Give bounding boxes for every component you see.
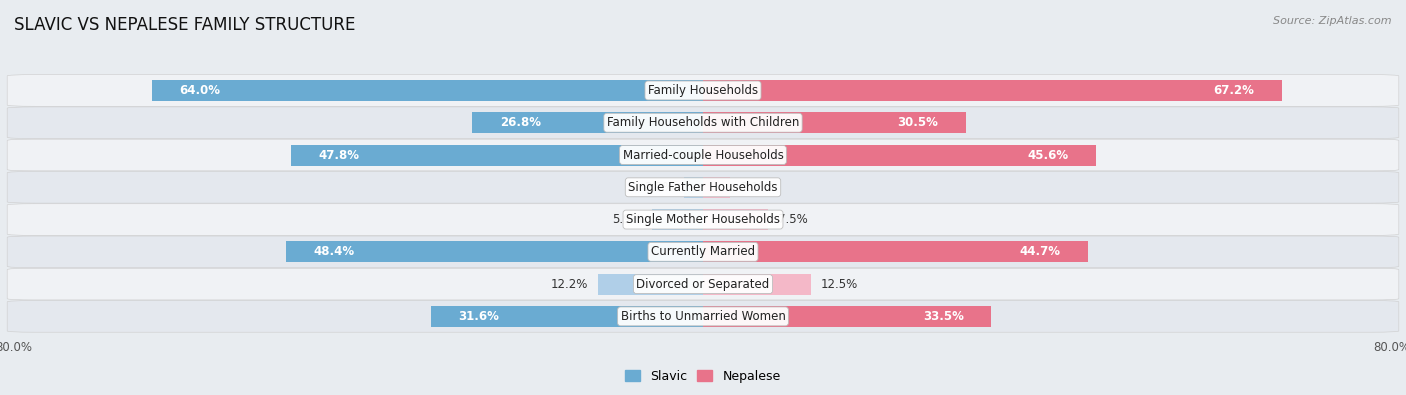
Text: Family Households: Family Households [648,84,758,97]
Bar [598,274,703,295]
Bar [472,112,703,133]
Bar [703,112,966,133]
Bar [685,177,703,198]
Text: Currently Married: Currently Married [651,245,755,258]
Text: SLAVIC VS NEPALESE FAMILY STRUCTURE: SLAVIC VS NEPALESE FAMILY STRUCTURE [14,16,356,34]
Bar [703,274,811,295]
Text: Married-couple Households: Married-couple Households [623,149,783,162]
Bar [703,306,991,327]
Text: 44.7%: 44.7% [1019,245,1060,258]
Text: Births to Unmarried Women: Births to Unmarried Women [620,310,786,323]
Text: 67.2%: 67.2% [1213,84,1254,97]
Bar [287,241,703,262]
Bar [152,80,703,101]
Bar [291,145,703,166]
Text: 64.0%: 64.0% [180,84,221,97]
Bar [703,241,1088,262]
FancyBboxPatch shape [7,171,1399,203]
Text: 45.6%: 45.6% [1026,149,1069,162]
Text: 12.2%: 12.2% [550,278,588,291]
Text: 30.5%: 30.5% [897,116,938,129]
Text: 2.2%: 2.2% [644,181,673,194]
Text: 7.5%: 7.5% [778,213,807,226]
FancyBboxPatch shape [7,301,1399,332]
Text: Source: ZipAtlas.com: Source: ZipAtlas.com [1274,16,1392,26]
Bar [703,145,1095,166]
Text: 48.4%: 48.4% [314,245,354,258]
Bar [703,177,730,198]
FancyBboxPatch shape [7,204,1399,235]
FancyBboxPatch shape [7,236,1399,268]
Bar [703,80,1282,101]
Text: Single Father Households: Single Father Households [628,181,778,194]
Bar [703,209,768,230]
FancyBboxPatch shape [7,139,1399,171]
Bar [430,306,703,327]
Text: 33.5%: 33.5% [924,310,965,323]
Legend: Slavic, Nepalese: Slavic, Nepalese [620,365,786,388]
Text: 3.1%: 3.1% [740,181,769,194]
FancyBboxPatch shape [7,268,1399,300]
Bar [652,209,703,230]
FancyBboxPatch shape [7,75,1399,106]
Text: 47.8%: 47.8% [319,149,360,162]
Text: Family Households with Children: Family Households with Children [607,116,799,129]
Text: Single Mother Households: Single Mother Households [626,213,780,226]
Text: Divorced or Separated: Divorced or Separated [637,278,769,291]
Text: 5.9%: 5.9% [612,213,643,226]
Text: 31.6%: 31.6% [458,310,499,323]
Text: 12.5%: 12.5% [821,278,858,291]
FancyBboxPatch shape [7,107,1399,139]
Text: 26.8%: 26.8% [499,116,541,129]
